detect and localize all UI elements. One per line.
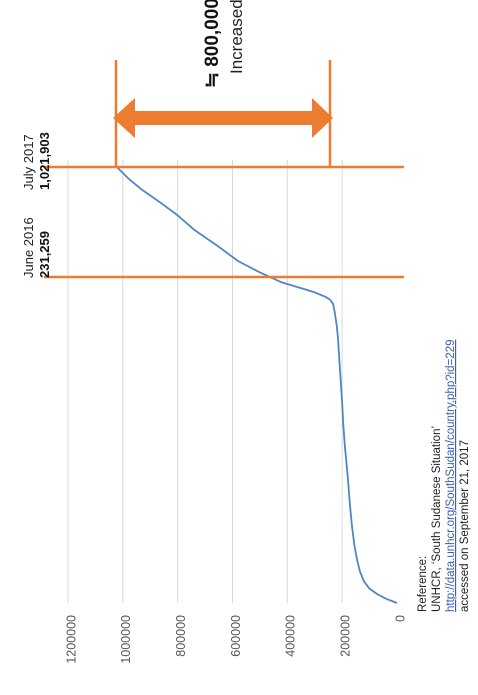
y-tick-label: 400000	[284, 615, 298, 657]
reference-accessed: accessed on September 21, 2017	[459, 440, 471, 612]
gridlines	[67, 160, 343, 603]
reference-title: Reference:	[417, 556, 429, 612]
increase-value: ≒ 800,000	[202, 0, 223, 88]
july-label: July 2017	[21, 134, 36, 190]
june-label: June 2016	[21, 217, 36, 278]
series-line	[116, 166, 398, 604]
increase-arrow	[113, 98, 333, 138]
y-tick-label: 1000000	[119, 615, 133, 664]
increase-label: Increased	[227, 0, 246, 74]
y-tick-label: 1200000	[64, 615, 78, 664]
y-tick-label: 800000	[174, 615, 188, 657]
y-tick-label: 600000	[229, 615, 243, 657]
june-value: 231,259	[37, 231, 52, 278]
reference-link[interactable]: http://data.unhcr.org/SouthSudan/country…	[445, 340, 457, 612]
y-axis-ticks: 0 200000 400000 600000 800000 1000000 1200000	[64, 615, 407, 664]
july-value: 1,021,903	[37, 132, 52, 190]
y-tick-label: 200000	[338, 615, 352, 657]
y-tick-label: 0	[393, 615, 407, 622]
reference-source: UNHCR, ‘South Sudanese Situation’	[431, 426, 443, 612]
